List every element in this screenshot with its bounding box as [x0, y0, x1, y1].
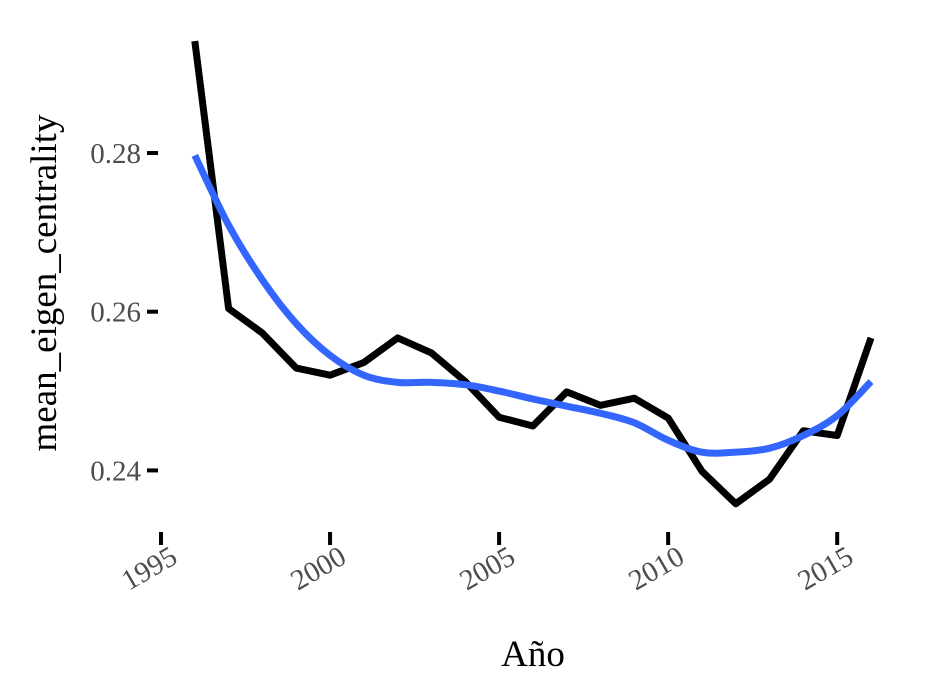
y-tick-label: 0.26 — [90, 297, 141, 329]
series-line-observed — [191, 40, 875, 508]
x-tick-label: 2000 — [285, 540, 351, 597]
y-tick-label: 0.24 — [90, 455, 141, 487]
y-axis-title: mean_eigen_centrality — [24, 114, 65, 451]
x-tick-label: 2010 — [623, 540, 689, 597]
series-line-smooth-trend — [191, 153, 874, 457]
x-tick-label: 2015 — [792, 540, 858, 597]
x-axis-title: Año — [501, 634, 565, 675]
x-tick-label: 2005 — [454, 540, 520, 597]
y-axis: 0.24 0.26 0.28 — [90, 138, 158, 487]
x-tick-label: 1995 — [116, 540, 182, 597]
x-axis: 1995 2000 2005 2010 2015 — [116, 532, 859, 597]
plot-area — [191, 40, 875, 508]
y-tick-label: 0.28 — [90, 138, 141, 170]
